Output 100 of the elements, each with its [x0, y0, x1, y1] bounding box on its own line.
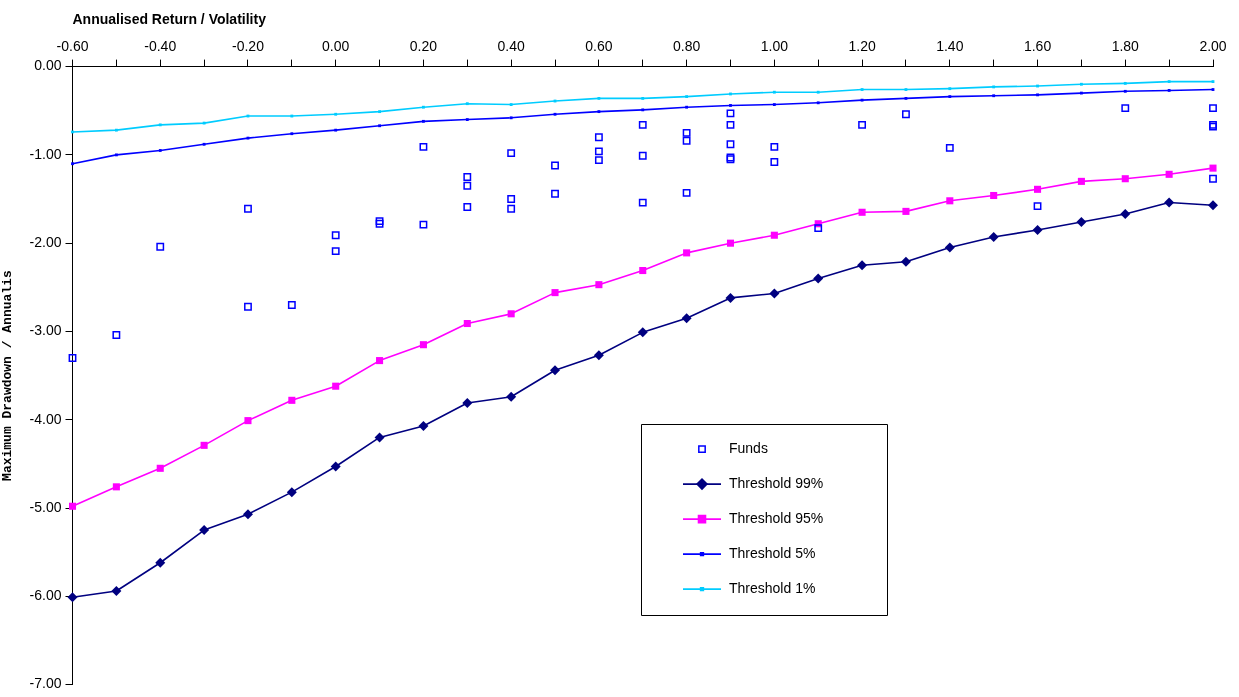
point	[68, 354, 77, 362]
x-tick-label: 2.00	[1199, 38, 1227, 55]
point	[637, 327, 648, 338]
point	[465, 118, 469, 121]
point	[900, 256, 911, 267]
point	[858, 120, 867, 129]
point	[67, 592, 78, 603]
point	[551, 161, 559, 170]
point	[638, 151, 647, 160]
x-tick-label: 0.40	[497, 38, 525, 55]
point	[1079, 82, 1083, 86]
x-tick-label: 0.60	[585, 38, 613, 55]
point	[1208, 200, 1218, 211]
point	[902, 110, 910, 119]
y-tick-label: -6.00	[29, 587, 62, 604]
point	[244, 302, 252, 311]
point	[1079, 91, 1083, 95]
point	[1209, 174, 1217, 183]
x-tick-label: 1.20	[848, 38, 876, 55]
point	[551, 289, 559, 297]
point	[1165, 170, 1173, 178]
point	[244, 204, 252, 213]
point	[199, 525, 210, 536]
x-axis-title: Annualised Return / Volatility	[72, 11, 267, 28]
x-tick-label: 1.60	[1023, 38, 1052, 55]
point	[330, 461, 341, 472]
point	[463, 319, 471, 328]
point	[378, 110, 381, 114]
point	[1123, 89, 1127, 93]
point	[772, 90, 776, 94]
point	[507, 204, 516, 213]
point	[507, 310, 515, 318]
point	[550, 365, 561, 376]
point	[158, 149, 162, 152]
point	[946, 197, 954, 205]
point	[332, 382, 340, 390]
x-tick-label: 0.80	[673, 38, 701, 55]
point	[288, 396, 296, 404]
point	[374, 432, 385, 443]
point	[112, 331, 121, 339]
x-tick-label: -0.20	[232, 38, 265, 55]
y-tick-label: -2.00	[29, 234, 62, 251]
point	[509, 116, 513, 120]
point	[595, 281, 603, 289]
x-tick-label: 1.40	[936, 38, 964, 55]
point	[463, 203, 472, 211]
x-tick-label: 0.20	[409, 38, 438, 55]
point	[156, 464, 164, 472]
point	[244, 417, 252, 425]
point	[816, 101, 820, 105]
point	[988, 231, 999, 242]
y-tick-label: -7.00	[29, 675, 62, 692]
point	[597, 110, 601, 114]
point	[1033, 202, 1042, 211]
y-tick-label: -4.00	[29, 410, 62, 427]
point	[682, 128, 691, 137]
point	[1121, 104, 1130, 113]
point	[68, 502, 77, 510]
point	[463, 173, 472, 181]
point	[1167, 89, 1171, 92]
point	[681, 313, 692, 324]
point	[112, 483, 120, 491]
point	[158, 123, 162, 127]
point	[597, 96, 601, 100]
point	[202, 142, 206, 146]
point	[418, 420, 429, 431]
point	[641, 96, 645, 100]
point	[202, 121, 206, 125]
point	[769, 288, 780, 299]
point	[770, 231, 778, 239]
point	[1167, 80, 1171, 84]
point	[114, 128, 118, 132]
point	[685, 105, 689, 109]
point	[593, 350, 604, 361]
point	[682, 136, 691, 145]
x-tick-label: 0.00	[322, 38, 350, 55]
point	[242, 509, 253, 520]
point	[594, 133, 603, 142]
point	[155, 557, 166, 568]
y-tick-label: -1.00	[29, 145, 62, 162]
y-axis-title: Maximum Drawdown / Annualis	[0, 270, 16, 481]
point	[1036, 93, 1039, 97]
point	[331, 247, 340, 256]
point	[948, 95, 952, 99]
point	[902, 207, 910, 215]
point	[638, 198, 647, 207]
point	[725, 292, 736, 303]
legend-label: Funds	[729, 439, 768, 456]
point	[770, 143, 779, 151]
point	[594, 156, 603, 165]
point	[465, 102, 469, 106]
point	[111, 586, 122, 597]
point	[551, 189, 559, 198]
point	[948, 87, 952, 91]
point	[726, 109, 735, 118]
point	[462, 397, 473, 408]
y-tick-label: -5.00	[29, 498, 62, 515]
point	[858, 208, 866, 216]
legend-label: Threshold 99%	[729, 474, 824, 491]
point	[334, 112, 338, 116]
